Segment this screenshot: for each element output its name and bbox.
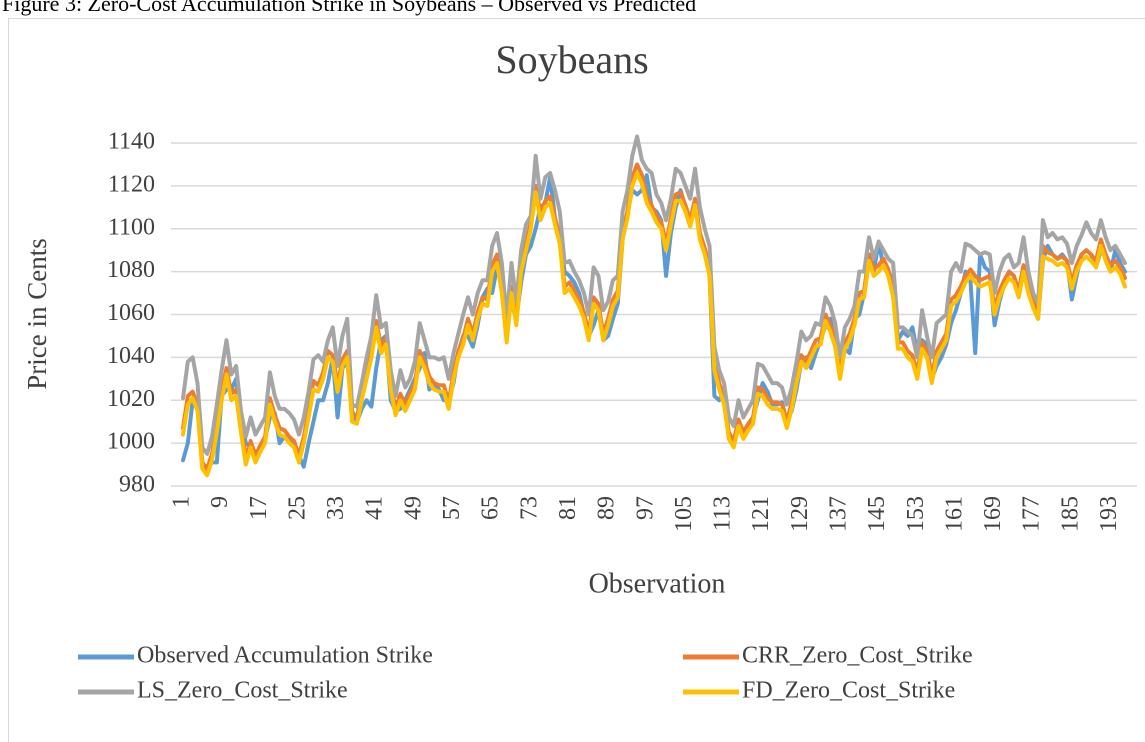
x-tick-label: 145 bbox=[864, 496, 890, 532]
figure-caption: Figure 3: Zero-Cost Accumulation Strike … bbox=[2, 0, 696, 16]
x-tick-label: 121 bbox=[748, 496, 774, 532]
y-tick-label: 980 bbox=[119, 472, 155, 498]
x-tick-label: 137 bbox=[825, 496, 851, 532]
y-tick-label: 1020 bbox=[107, 386, 155, 412]
x-tick-label: 1 bbox=[169, 496, 195, 508]
legend-label: Observed Accumulation Strike bbox=[137, 643, 433, 669]
y-tick-label: 1080 bbox=[107, 257, 155, 283]
x-tick-label: 41 bbox=[362, 496, 388, 520]
x-tick-label: 177 bbox=[1019, 496, 1045, 532]
y-axis-label: Price in Cents bbox=[22, 238, 52, 389]
x-axis-label: Observation bbox=[589, 568, 726, 599]
x-tick-label: 9 bbox=[207, 496, 233, 508]
x-tick-label: 33 bbox=[323, 496, 349, 520]
x-tick-label: 25 bbox=[284, 496, 310, 520]
x-tick-label: 193 bbox=[1096, 496, 1122, 532]
y-tick-label: 1120 bbox=[108, 171, 155, 197]
y-tick-label: 1040 bbox=[107, 343, 155, 369]
x-tick-label: 89 bbox=[594, 496, 620, 520]
x-tick-label: 161 bbox=[941, 496, 967, 532]
legend-label: CRR_Zero_Cost_Strike bbox=[742, 643, 973, 669]
series-line bbox=[181, 134, 1127, 456]
x-tick-label: 17 bbox=[246, 496, 272, 520]
x-tick-label: 57 bbox=[439, 496, 465, 520]
x-tick-label: 185 bbox=[1057, 496, 1083, 532]
legend-label: LS_Zero_Cost_Strike bbox=[137, 678, 348, 704]
legend-label: FD_Zero_Cost_Strike bbox=[742, 678, 955, 704]
x-tick-label: 65 bbox=[478, 496, 504, 520]
x-tick-label: 49 bbox=[400, 496, 426, 520]
chart-frame bbox=[8, 18, 1145, 742]
x-tick-label: 153 bbox=[903, 496, 929, 532]
x-tick-label: 105 bbox=[671, 496, 697, 532]
y-tick-label: 1100 bbox=[108, 214, 155, 240]
chart-title: Soybeans bbox=[495, 37, 648, 82]
x-tick-label: 73 bbox=[516, 496, 542, 520]
x-tick-label: 129 bbox=[787, 496, 813, 532]
x-tick-label: 113 bbox=[710, 496, 736, 531]
y-tick-label: 1140 bbox=[108, 129, 155, 155]
x-tick-label: 97 bbox=[632, 496, 658, 520]
y-tick-label: 1000 bbox=[107, 429, 155, 455]
x-tick-label: 81 bbox=[555, 496, 581, 520]
series-line bbox=[181, 171, 1127, 478]
y-tick-label: 1060 bbox=[107, 300, 155, 326]
x-tick-label: 169 bbox=[980, 496, 1006, 532]
